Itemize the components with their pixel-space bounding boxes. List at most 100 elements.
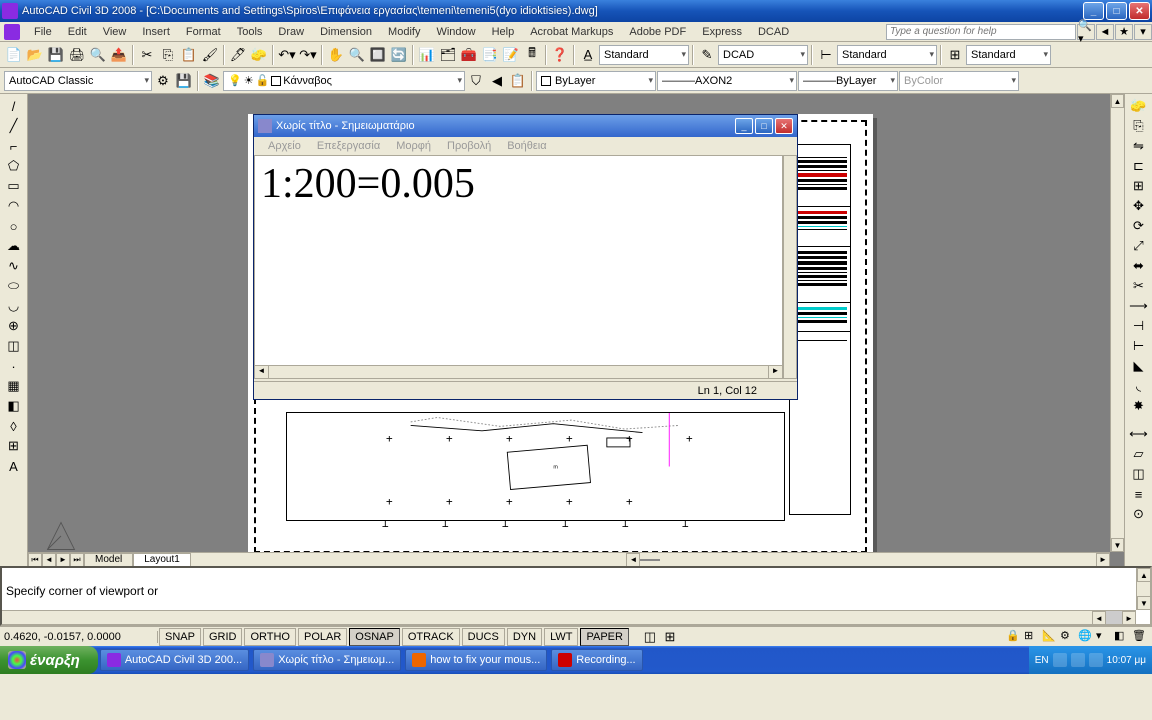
new-button[interactable]: 📄: [4, 45, 24, 65]
region-button[interactable]: ◊: [4, 417, 24, 435]
workspace-settings-button[interactable]: ⚙: [153, 71, 173, 91]
cmd-vscroll[interactable]: ▲▼: [1136, 568, 1150, 610]
mode-lwt[interactable]: LWT: [544, 628, 578, 646]
layer-filter-button[interactable]: ⛉: [466, 71, 486, 91]
list-button[interactable]: ≡: [1129, 485, 1149, 503]
help-button[interactable]: ❓: [550, 45, 570, 65]
zoom-prev-button[interactable]: 🔄: [389, 45, 409, 65]
scale-button[interactable]: ⤢: [1129, 237, 1149, 255]
chamfer-button[interactable]: ◣: [1129, 357, 1149, 375]
move-button[interactable]: ✥: [1129, 197, 1149, 215]
polygon-button[interactable]: ⬠: [4, 157, 24, 175]
help-nav-left[interactable]: ◄: [1096, 24, 1114, 40]
menu-acrobat[interactable]: Acrobat Markups: [522, 24, 621, 40]
dim-style-icon[interactable]: ⊢: [816, 45, 836, 65]
menu-file[interactable]: File: [26, 24, 60, 40]
arc-button[interactable]: ◠: [4, 197, 24, 215]
cmd-hscroll[interactable]: ◄►: [2, 610, 1136, 624]
canvas[interactable]: m + + + + + + + + + + + ⊥ ⊥ ⊥ ⊥ ⊥ ⊥: [28, 94, 1124, 566]
tray-icon-5[interactable]: 🌐: [1078, 629, 1094, 645]
help-favorite[interactable]: ★: [1115, 24, 1133, 40]
spline-button[interactable]: ∿: [4, 257, 24, 275]
maximize-button[interactable]: □: [1106, 2, 1127, 20]
id-button[interactable]: ⊙: [1129, 505, 1149, 523]
plot-button[interactable]: 🖨: [67, 45, 87, 65]
mode-polar[interactable]: POLAR: [298, 628, 347, 646]
menu-format[interactable]: Format: [178, 24, 229, 40]
notepad-hscroll[interactable]: ◄►: [254, 365, 783, 379]
taskbar-item-autocad[interactable]: AutoCAD Civil 3D 200...: [100, 649, 249, 671]
tray-expand-icon[interactable]: [1053, 653, 1067, 667]
menu-window[interactable]: Window: [428, 24, 483, 40]
tool-palette-button[interactable]: 🧰: [459, 45, 479, 65]
help-search-input[interactable]: [886, 24, 1076, 40]
color-combo[interactable]: ByLayer: [536, 71, 656, 91]
tray-icon-6[interactable]: ▾: [1096, 629, 1112, 645]
model-layout-toggle[interactable]: ◫: [640, 627, 660, 647]
mode-otrack[interactable]: OTRACK: [402, 628, 460, 646]
help-search-button[interactable]: 🔍▾: [1077, 24, 1095, 40]
copy-obj-button[interactable]: ⎘: [1129, 117, 1149, 135]
tray-icon-4[interactable]: ⚙: [1060, 629, 1076, 645]
save-button[interactable]: 💾: [46, 45, 66, 65]
hatch-button[interactable]: ▦: [4, 377, 24, 395]
undo-button[interactable]: ↶▾: [277, 45, 297, 65]
clock[interactable]: 10:07 μμ: [1107, 655, 1146, 666]
ellipse-button[interactable]: ⬭: [4, 277, 24, 295]
notepad-menu-format[interactable]: Μορφή: [388, 140, 439, 152]
pline-button[interactable]: ⌐: [4, 137, 24, 155]
publish-button[interactable]: 📤: [109, 45, 129, 65]
tab-first-button[interactable]: ⏮: [28, 553, 42, 567]
notepad-menu-view[interactable]: Προβολή: [439, 140, 499, 152]
dcad-combo[interactable]: DCAD: [718, 45, 808, 65]
close-button[interactable]: ✕: [1129, 2, 1150, 20]
menu-dcad[interactable]: DCAD: [750, 24, 797, 40]
mtext-button[interactable]: A: [4, 457, 24, 475]
layer-states-button[interactable]: 📋: [508, 71, 528, 91]
preview-button[interactable]: 🔍: [88, 45, 108, 65]
block-button[interactable]: ◫: [4, 337, 24, 355]
layout-quick-button[interactable]: ⊞: [660, 627, 680, 647]
menu-express[interactable]: Express: [694, 24, 750, 40]
brush-button[interactable]: 🖊: [228, 45, 248, 65]
redo-button[interactable]: ↷▾: [298, 45, 318, 65]
dim-style-combo[interactable]: Standard: [837, 45, 937, 65]
workspace-combo[interactable]: AutoCAD Classic: [4, 71, 152, 91]
canvas-vscroll[interactable]: ▲ ▼: [1110, 94, 1124, 552]
revcloud-button[interactable]: ☁: [4, 237, 24, 255]
trim-button[interactable]: ✂: [1129, 277, 1149, 295]
dcad-icon[interactable]: ✎: [697, 45, 717, 65]
text-style-icon[interactable]: A̲: [578, 45, 598, 65]
xline-button[interactable]: ╱: [4, 117, 24, 135]
open-button[interactable]: 📂: [25, 45, 45, 65]
break-button[interactable]: ⊣: [1129, 317, 1149, 335]
props-button[interactable]: 📊: [417, 45, 437, 65]
lang-indicator[interactable]: EN: [1035, 655, 1049, 666]
menu-modify[interactable]: Modify: [380, 24, 428, 40]
notepad-menu-edit[interactable]: Επεξεργασία: [309, 140, 388, 152]
paste-button[interactable]: 📋: [179, 45, 199, 65]
sheet-set-button[interactable]: 📑: [480, 45, 500, 65]
pan-button[interactable]: ✋: [326, 45, 346, 65]
markup-button[interactable]: 📝: [501, 45, 521, 65]
notepad-close-button[interactable]: ✕: [775, 118, 793, 134]
menu-draw[interactable]: Draw: [270, 24, 312, 40]
mode-ortho[interactable]: ORTHO: [244, 628, 296, 646]
stretch-button[interactable]: ⬌: [1129, 257, 1149, 275]
notepad-menu-help[interactable]: Βοήθεια: [499, 140, 554, 152]
line-button[interactable]: /: [4, 97, 24, 115]
tab-layout1[interactable]: Layout1: [133, 553, 191, 567]
text-style-combo[interactable]: Standard: [599, 45, 689, 65]
tab-prev-button[interactable]: ◄: [42, 553, 56, 567]
menu-view[interactable]: View: [95, 24, 135, 40]
tab-next-button[interactable]: ►: [56, 553, 70, 567]
tab-model[interactable]: Model: [84, 553, 133, 567]
point-button[interactable]: ·: [4, 357, 24, 375]
area-button[interactable]: ▱: [1129, 445, 1149, 463]
tray-network-icon[interactable]: [1089, 653, 1103, 667]
tray-clean-button[interactable]: 🗑: [1132, 629, 1148, 645]
mode-grid[interactable]: GRID: [203, 628, 243, 646]
fillet-button[interactable]: ◟: [1129, 377, 1149, 395]
minimize-button[interactable]: _: [1083, 2, 1104, 20]
notepad-minimize-button[interactable]: _: [735, 118, 753, 134]
